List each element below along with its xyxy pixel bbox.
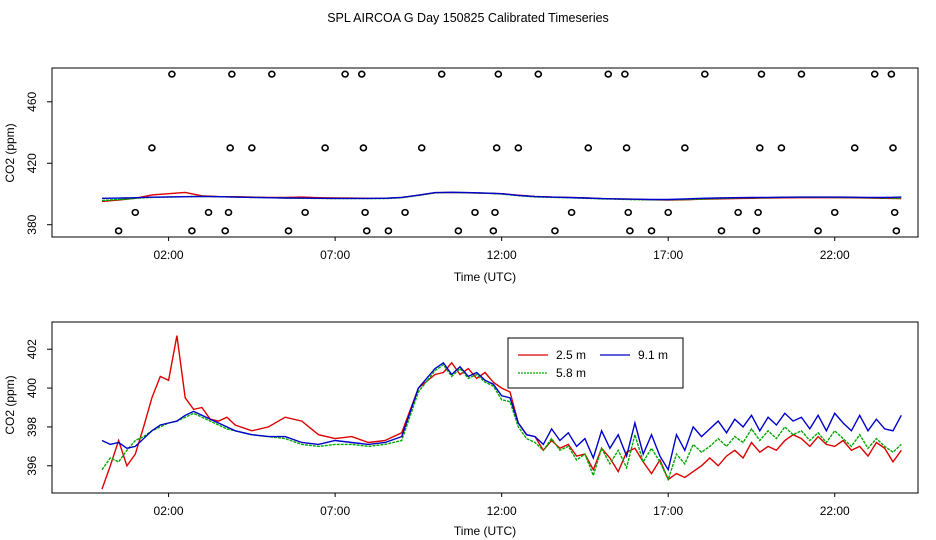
data-point	[757, 70, 766, 78]
data-point	[887, 70, 896, 78]
y-tick-label: 400	[25, 378, 39, 398]
data-point	[384, 227, 393, 235]
data-point	[248, 144, 256, 152]
x-tick-label: 22:00	[820, 248, 850, 262]
data-point	[148, 144, 156, 152]
data-point	[622, 144, 631, 152]
x-tick-label: 12:00	[487, 248, 517, 262]
data-point	[471, 208, 479, 217]
data-point	[755, 144, 764, 152]
data-point	[417, 144, 426, 152]
data-point	[624, 208, 633, 217]
panel-top: Time (UTC) CO2 (ppm) 02:00 07:00 12:00 17:0…	[3, 67, 919, 284]
data-point	[224, 208, 233, 217]
y-tick-label: 398	[25, 417, 39, 437]
data-point	[814, 227, 822, 235]
data-point	[228, 70, 236, 78]
y-axis-label-top: CO2 (ppm)	[3, 123, 17, 182]
data-point	[221, 227, 229, 235]
data-point	[489, 227, 498, 235]
data-point	[454, 227, 463, 235]
data-point	[362, 227, 371, 235]
y-tick-label: 402	[25, 339, 39, 359]
x-tick-label: 22:00	[820, 504, 850, 518]
x-tick-label: 07:00	[320, 504, 350, 518]
data-point	[551, 227, 559, 235]
data-point	[226, 144, 234, 152]
data-point	[621, 70, 629, 78]
data-point	[514, 144, 523, 152]
data-point	[359, 144, 368, 152]
x-tick-label: 02:00	[154, 504, 184, 518]
series-line-9-1-m	[101, 361, 902, 472]
data-point	[797, 70, 806, 78]
y-tick-label: 396	[25, 455, 39, 475]
data-point	[494, 70, 503, 78]
data-point	[268, 70, 276, 78]
x-tick-label: 17:00	[653, 248, 683, 262]
data-point	[341, 70, 349, 78]
data-point	[754, 208, 762, 217]
plot-frame-bottom	[51, 321, 919, 494]
data-point	[647, 227, 656, 235]
plot-frame-top	[51, 67, 919, 238]
x-axis-label-bottom: Time (UTC)	[454, 524, 516, 538]
data-point	[777, 144, 786, 152]
data-point	[892, 227, 901, 235]
data-point	[604, 70, 613, 78]
x-axis-label-top: Time (UTC)	[454, 270, 516, 284]
data-point	[752, 227, 761, 235]
legend-label-9-1m: 9.1 m	[638, 348, 668, 362]
data-point	[437, 70, 446, 78]
data-point	[491, 208, 499, 217]
legend-label-5-8m: 5.8 m	[556, 366, 586, 380]
series-line-5-8-m	[101, 363, 902, 482]
data-point	[870, 70, 879, 78]
data-point	[534, 70, 543, 78]
legend-box	[507, 337, 684, 389]
data-point	[889, 144, 897, 152]
x-tick-label: 17:00	[653, 504, 683, 518]
y-axis-label-bottom: CO2 (ppm)	[3, 375, 17, 434]
x-tick-label: 12:00	[487, 504, 517, 518]
data-point	[357, 70, 366, 78]
data-point	[301, 208, 309, 217]
figure-title: SPL AIRCOA G Day 150825 Calibrated Times…	[327, 11, 609, 25]
data-point	[284, 227, 293, 235]
x-tick-label: 02:00	[154, 248, 184, 262]
data-point	[131, 208, 140, 217]
series-line-2-5-m	[101, 335, 902, 490]
data-point	[188, 227, 196, 235]
data-point	[664, 208, 672, 217]
legend: 2.5 m 9.1 m 5.8 m	[507, 337, 684, 389]
data-point	[890, 208, 899, 217]
data-point	[492, 144, 501, 152]
data-point	[830, 208, 839, 217]
data-point	[567, 208, 576, 217]
y-tick-label: 460	[25, 91, 39, 111]
data-point	[361, 208, 369, 217]
data-point	[717, 227, 726, 235]
series-line-2	[101, 191, 902, 201]
data-point	[626, 227, 634, 235]
data-point	[734, 208, 742, 217]
data-point	[584, 144, 593, 152]
data-point	[701, 70, 709, 78]
x-tick-label: 07:00	[320, 248, 350, 262]
data-point	[204, 208, 213, 217]
y-tick-label: 420	[25, 153, 39, 173]
data-point	[681, 144, 689, 152]
legend-label-2-5m: 2.5 m	[556, 348, 586, 362]
data-point	[168, 70, 176, 78]
data-point	[114, 227, 123, 235]
data-point	[401, 208, 409, 217]
data-point	[321, 144, 329, 152]
y-tick-label: 380	[25, 214, 39, 234]
data-point	[850, 144, 859, 152]
panel-bottom: Time (UTC) CO2 (ppm) 02:00 07:00 12:00 17:0…	[3, 321, 919, 538]
